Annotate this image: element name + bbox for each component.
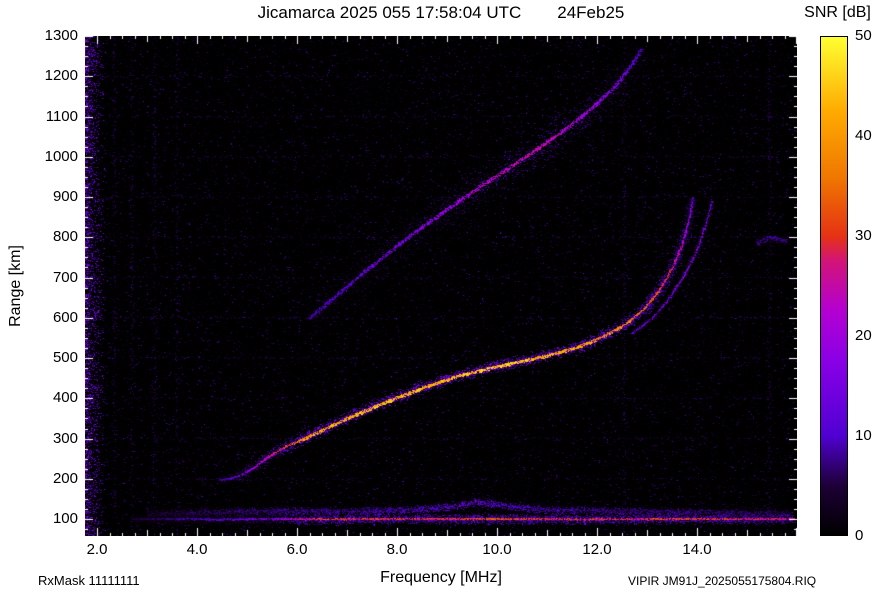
y-tick-label: 1100 <box>45 107 78 125</box>
colorbar-tick-label: 20 <box>855 327 872 344</box>
plot-title: Jicamarca 2025 055 17:58:04 UTC 24Feb25 <box>85 3 797 23</box>
colorbar <box>820 36 848 536</box>
x-tick-label: 12.0 <box>582 541 612 558</box>
y-tick-label: 700 <box>52 268 78 286</box>
colorbar-tick-label: 10 <box>855 427 872 444</box>
y-tick-label: 1000 <box>44 147 78 165</box>
y-axis-label: Range [km] <box>7 245 24 327</box>
y-tick-label: 1300 <box>44 27 78 44</box>
y-tick-label: 500 <box>52 349 78 367</box>
y-tick-label: 100 <box>52 510 78 528</box>
x-tick-label: 6.0 <box>286 541 308 558</box>
rxmask-label: RxMask 11111111 <box>38 573 140 588</box>
y-tick-label: 600 <box>52 308 78 326</box>
x-tick-label: 10.0 <box>482 541 512 558</box>
colorbar-tick-label: 30 <box>855 227 872 244</box>
colorbar-tick-label: 0 <box>855 527 864 544</box>
y-tick-label: 900 <box>52 188 78 206</box>
x-tick-label: 2.0 <box>86 541 108 558</box>
title-date: 24Feb25 <box>557 3 625 22</box>
x-axis-label: Frequency [MHz] <box>380 569 502 586</box>
y-tick-label: 200 <box>52 469 78 487</box>
ionogram-canvas <box>85 36 797 536</box>
x-tick-label: 4.0 <box>186 541 208 558</box>
colorbar-tick-label: 50 <box>855 27 872 44</box>
y-tick-label: 800 <box>52 228 78 246</box>
y-tick-label: 1200 <box>44 67 78 85</box>
y-tick-label: 300 <box>52 429 78 447</box>
colorbar-title: SNR [dB] <box>804 4 871 21</box>
colorbar-tick-label: 40 <box>855 127 872 144</box>
x-tick-label: 8.0 <box>386 541 408 558</box>
y-tick-label: 400 <box>52 389 78 407</box>
x-tick-label: 14.0 <box>682 541 712 558</box>
filename-label: VIPIR JM91J_2025055175804.RIQ <box>628 574 817 588</box>
title-station-time: Jicamarca 2025 055 17:58:04 UTC <box>257 3 522 22</box>
